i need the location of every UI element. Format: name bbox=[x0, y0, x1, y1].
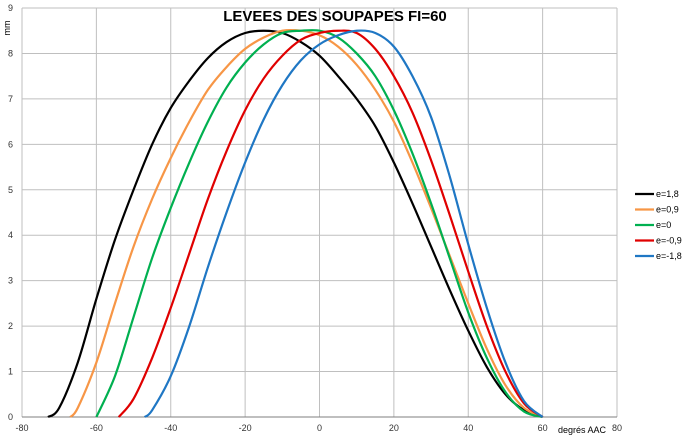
x-tick-label-8: 80 bbox=[612, 423, 622, 433]
y-tick-label-4: 4 bbox=[8, 230, 13, 240]
y-tick-label-8: 8 bbox=[8, 48, 13, 58]
y-tick-label-9: 9 bbox=[8, 3, 13, 13]
x-axis-label: degrés AAC bbox=[558, 425, 607, 435]
tick-labels: -80 -60 -40 -20 0 20 40 60 80 0 1 2 3 4 5 6 7 8 9 bbox=[8, 3, 622, 433]
chart-title: LEVEES DES SOUPAPES FI=60 bbox=[223, 8, 447, 25]
x-tick-label-2: -40 bbox=[164, 423, 177, 433]
y-tick-label-6: 6 bbox=[8, 139, 13, 149]
y-tick-label-1: 1 bbox=[8, 367, 13, 377]
series-line-4 bbox=[143, 29, 544, 418]
x-tick-label-5: 20 bbox=[389, 423, 399, 433]
y-tick-label-5: 5 bbox=[8, 185, 13, 195]
y-tick-label-3: 3 bbox=[8, 276, 13, 286]
legend-label-2: e=0 bbox=[656, 220, 671, 230]
y-tick-label-2: 2 bbox=[8, 321, 13, 331]
series-line-0 bbox=[47, 29, 544, 419]
y-tick-label-0: 0 bbox=[8, 412, 13, 422]
y-axis-label: mm bbox=[2, 21, 12, 36]
x-tick-label-6: 40 bbox=[463, 423, 473, 433]
series-line-3 bbox=[117, 29, 544, 418]
series-line-2 bbox=[95, 29, 543, 419]
x-tick-label-0: -80 bbox=[15, 423, 28, 433]
y-tick-label-7: 7 bbox=[8, 94, 13, 104]
legend-label-3: e=-0,9 bbox=[656, 236, 682, 246]
x-tick-label-3: -20 bbox=[239, 423, 252, 433]
legend-label-0: e=1,8 bbox=[656, 189, 679, 199]
x-tick-label-4: 0 bbox=[317, 423, 322, 433]
series-lines bbox=[47, 28, 544, 419]
x-tick-label-7: 60 bbox=[538, 423, 548, 433]
x-tick-label-1: -60 bbox=[90, 423, 103, 433]
legend: e=1,8 e=0,9 e=0 e=-0,9 e=-1,8 bbox=[635, 189, 682, 261]
legend-label-1: e=0,9 bbox=[656, 205, 679, 215]
legend-label-4: e=-1,8 bbox=[656, 251, 682, 261]
